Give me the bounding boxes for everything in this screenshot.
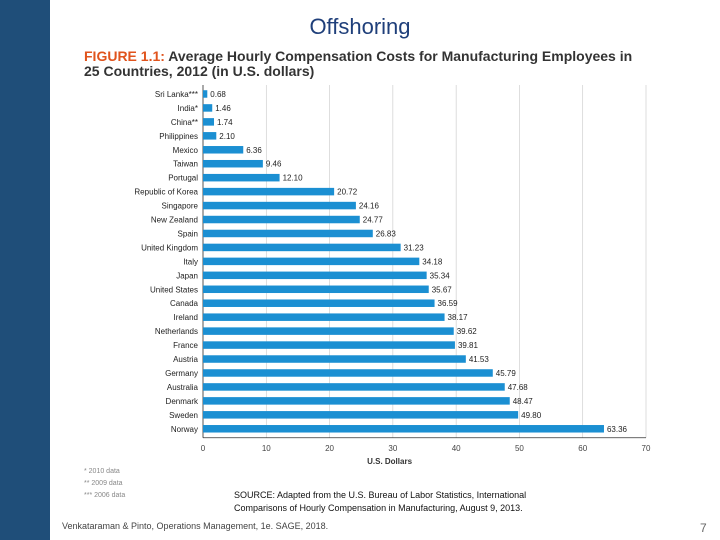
bar (203, 104, 213, 112)
figure-title-line1: Average Hourly Compensation Costs for Ma… (168, 48, 633, 64)
x-tick-label: 20 (325, 444, 334, 453)
value-label: 12.10 (283, 174, 304, 183)
value-label: 35.67 (432, 285, 453, 294)
value-label: 49.80 (521, 411, 542, 420)
value-label: 31.23 (404, 243, 425, 252)
value-label: 48.47 (513, 397, 534, 406)
x-tick-label: 0 (201, 444, 206, 453)
footnote-1: * 2010 data (84, 468, 120, 475)
value-label: 38.17 (448, 313, 469, 322)
value-label: 9.46 (266, 160, 282, 169)
category-label: France (173, 341, 198, 350)
value-label: 20.72 (337, 188, 358, 197)
category-label: India* (178, 104, 198, 113)
bar (203, 271, 427, 280)
category-label: Australia (167, 383, 199, 392)
value-label: 24.16 (359, 202, 380, 211)
value-label: 41.53 (469, 355, 490, 364)
category-label: New Zealand (151, 216, 198, 225)
bar (203, 369, 493, 377)
bar (203, 118, 215, 126)
value-label: 24.77 (363, 216, 384, 225)
source-note: SOURCE: Adapted from the U.S. Bureau of … (234, 489, 634, 515)
value-label: 47.68 (508, 383, 529, 392)
bar (203, 215, 360, 224)
category-label: Germany (165, 369, 198, 378)
category-label: Singapore (162, 202, 199, 211)
category-label: Ireland (174, 313, 198, 322)
category-label: Sri Lanka*** (155, 90, 198, 99)
bar (203, 313, 445, 321)
value-label: 2.10 (219, 132, 235, 141)
value-label: 1.74 (217, 118, 233, 127)
bar (203, 411, 519, 419)
value-label: 6.36 (246, 146, 262, 155)
bar (203, 383, 505, 391)
bar (203, 257, 420, 266)
x-tick-label: 40 (452, 444, 461, 453)
figure-label: FIGURE 1.1: (84, 48, 165, 64)
bar (203, 341, 455, 349)
bar (203, 159, 263, 168)
side-bar (0, 0, 50, 540)
category-label: Canada (170, 299, 199, 308)
slide-title: Offshoring (309, 14, 411, 39)
bar (203, 327, 454, 335)
value-label: 36.59 (438, 299, 459, 308)
category-label: China** (171, 118, 198, 127)
bar (203, 146, 244, 154)
category-label: Philippines (159, 132, 198, 141)
bar (203, 173, 280, 182)
category-label: Italy (183, 257, 198, 266)
bar (203, 132, 217, 140)
x-tick-label: 70 (642, 444, 651, 453)
value-label: 0.68 (210, 90, 226, 99)
bar (203, 187, 335, 196)
bar-chart: 0 10 20 30 40 50 60 70 Sri Lanka*** 0.68 India* 1.4… (134, 85, 651, 466)
x-axis-label: U.S. Dollars (367, 457, 412, 466)
footnote-2: ** 2009 data (84, 480, 123, 487)
category-label: United Kingdom (141, 243, 198, 252)
value-label: 45.79 (496, 369, 517, 378)
value-label: 26.83 (376, 229, 397, 238)
bar (203, 243, 401, 252)
value-label: 34.18 (422, 257, 443, 266)
bar (203, 397, 510, 405)
category-label: Sweden (169, 411, 198, 420)
bar (203, 425, 604, 433)
value-label: 35.34 (430, 271, 451, 280)
bar (203, 90, 208, 98)
value-label: 39.62 (457, 327, 478, 336)
category-label: Denmark (166, 397, 199, 406)
footnote-3: *** 2006 data (84, 492, 126, 499)
citation: Venkataraman & Pinto, Operations Managem… (62, 521, 329, 531)
value-label: 1.46 (215, 104, 231, 113)
category-label: Republic of Korea (134, 188, 198, 197)
category-label: Austria (173, 355, 198, 364)
category-label: Taiwan (173, 160, 198, 169)
category-label: Japan (176, 271, 198, 280)
source-line-2: Comparisons of Hourly Compensation in Ma… (234, 503, 523, 513)
page-number: 7 (700, 521, 707, 535)
figure-title-line2: 25 Countries, 2012 (in U.S. dollars) (84, 63, 315, 79)
category-label: United States (150, 285, 198, 294)
value-label: 63.36 (607, 425, 628, 434)
category-label: Portugal (168, 174, 198, 183)
category-label: Norway (171, 425, 198, 434)
bar (203, 299, 435, 307)
x-tick-label: 30 (388, 444, 397, 453)
bar (203, 355, 466, 363)
source-line-1: SOURCE: Adapted from the U.S. Bureau of … (234, 490, 527, 500)
value-label: 39.81 (458, 341, 479, 350)
category-label: Netherlands (155, 327, 198, 336)
x-tick-label: 10 (262, 444, 271, 453)
category-label: Spain (178, 229, 198, 238)
bar (203, 201, 356, 210)
bar (203, 229, 373, 238)
x-tick-label: 50 (515, 444, 524, 453)
category-label: Mexico (173, 146, 199, 155)
x-tick-label: 60 (578, 444, 587, 453)
bar (203, 285, 429, 294)
figure-title: FIGURE 1.1: Average Hourly Compensation … (84, 49, 684, 79)
